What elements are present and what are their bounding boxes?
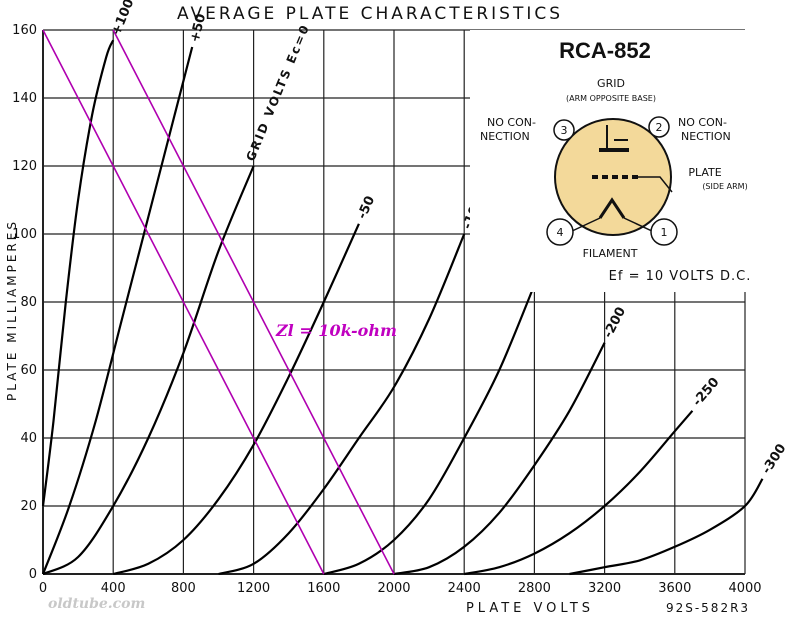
- x-axis-ticks: 0 400 800 1200 1600 2000 2400 2800 3200 3600 4000: [39, 581, 762, 596]
- x-tick-label: 1200: [237, 581, 270, 596]
- load-lines: [42, 29, 395, 575]
- pin-1-circle: [650, 218, 678, 246]
- pin3-label-line2: NECTION: [480, 130, 530, 143]
- y-tick-label: 0: [29, 567, 37, 582]
- chart-title: AVERAGE PLATE CHARACTERISTICS: [177, 4, 563, 24]
- pin-3-number: 3: [561, 124, 568, 137]
- pin-2-circle: [648, 116, 670, 138]
- y-tick-label: 40: [20, 431, 37, 446]
- x-axis-label: PLATE VOLTS: [466, 601, 594, 616]
- y-axis-ticks: 0 20 40 60 80 100 120 140 160: [12, 23, 37, 582]
- pin-3-circle: [553, 119, 575, 141]
- watermark: oldtube.com: [48, 596, 145, 612]
- pin-4-circle: [546, 218, 574, 246]
- load-line-label: Zl = 10k-ohm: [275, 321, 397, 340]
- grid-pin-sublabel: (ARM OPPOSITE BASE): [566, 94, 656, 103]
- tube-info-panel: RCA-852 GRID (ARM OPPOSITE BASE) NO CON-…: [470, 30, 782, 292]
- filament-lead-left: [569, 217, 601, 233]
- filament-voltage: Ef = 10 VOLTS D.C.: [609, 269, 752, 284]
- filament-label: FILAMENT: [583, 247, 638, 260]
- pin-1-number: 1: [661, 226, 668, 239]
- plate-side-arm: [636, 176, 673, 193]
- y-tick-label: 80: [20, 295, 37, 310]
- curve-label-50: +50: [188, 12, 210, 44]
- x-tick-label: 2400: [448, 581, 481, 596]
- figure-code: 92S-582R3: [666, 601, 750, 615]
- x-tick-label: 2000: [377, 581, 410, 596]
- pin-4-number: 4: [557, 226, 564, 239]
- curve-ec-50: [41, 46, 194, 575]
- x-tick-label: 0: [39, 581, 47, 596]
- y-tick-label: 100: [12, 227, 37, 242]
- grid-voltage-curves: [41, 39, 764, 576]
- grid-pin-label: GRID: [597, 77, 625, 90]
- y-tick-label: 120: [12, 159, 37, 174]
- load-line-2: [112, 29, 395, 575]
- plate-pin-label: PLATE: [688, 166, 721, 179]
- x-tick-label: 2800: [518, 581, 551, 596]
- pin-2-number: 2: [656, 121, 663, 134]
- filament-lead-right: [623, 217, 655, 233]
- load-line-1: [42, 29, 325, 575]
- tube-name: RCA-852: [559, 38, 651, 63]
- x-tick-label: 3600: [658, 581, 691, 596]
- pin2-label-line1: NO CON-: [678, 116, 727, 129]
- x-tick-label: 800: [171, 581, 196, 596]
- plate-electrode: [599, 148, 629, 152]
- pin2-label-line2: NECTION: [681, 130, 731, 143]
- x-tick-label: 4000: [728, 581, 761, 596]
- filament-electrode: [598, 197, 626, 219]
- curve-ec-0: [42, 165, 255, 576]
- curve-ec-150: [323, 284, 536, 576]
- plate-pin-sublabel: (SIDE ARM): [702, 182, 747, 191]
- x-tick-label: 1600: [307, 581, 340, 596]
- curve-ec-200: [393, 342, 606, 576]
- x-tick-label: 400: [101, 581, 126, 596]
- pin3-label-line1: NO CON-: [487, 116, 536, 129]
- curve-ec-300: [569, 478, 764, 576]
- curve-ec-100: [218, 233, 466, 576]
- curve-ec-50: [112, 223, 360, 576]
- curve-ec-250: [463, 410, 694, 576]
- curve-ec-100: [41, 39, 115, 507]
- x-tick-label: 3200: [588, 581, 621, 596]
- y-tick-label: 60: [20, 363, 37, 378]
- y-tick-label: 160: [12, 23, 37, 38]
- y-tick-label: 140: [12, 91, 37, 106]
- y-axis-label: PLATE MILLIAMPERES: [5, 219, 19, 401]
- y-tick-label: 20: [20, 499, 37, 514]
